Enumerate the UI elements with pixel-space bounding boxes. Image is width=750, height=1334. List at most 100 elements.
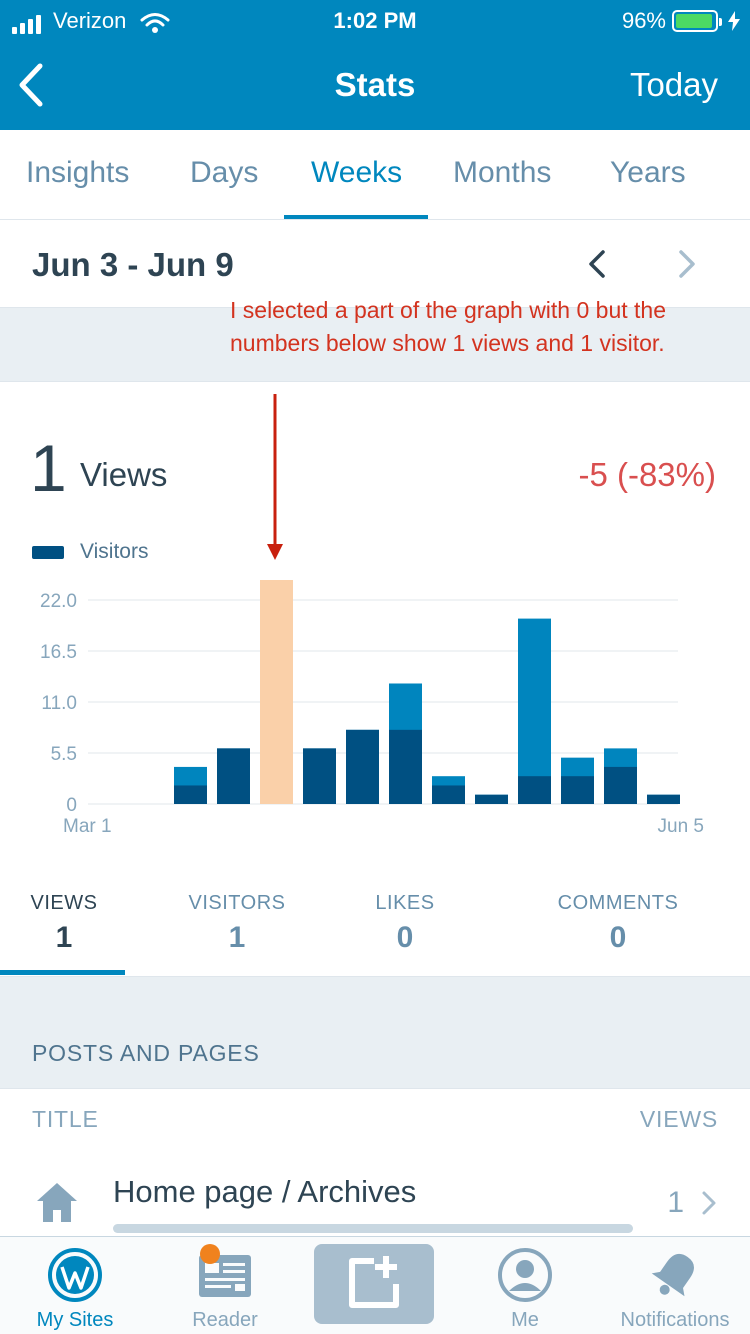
post-row-title[interactable]: Home page / Archives bbox=[113, 1174, 417, 1209]
views-change: -5 (-83%) bbox=[578, 456, 716, 493]
selected-bar[interactable] bbox=[260, 580, 293, 804]
tabbar-my-sites-label: My Sites bbox=[36, 1309, 114, 1331]
legend-label-visitors: Visitors bbox=[80, 540, 149, 563]
signal-icon bbox=[12, 14, 41, 34]
tab-weeks[interactable]: Weeks bbox=[311, 156, 403, 189]
chart-bar[interactable] bbox=[260, 580, 293, 804]
battery-percent: 96% bbox=[621, 8, 666, 33]
chart-bar[interactable] bbox=[389, 683, 422, 804]
chart-bar[interactable] bbox=[475, 794, 508, 804]
stat-comments-label: COMMENTS bbox=[557, 892, 679, 914]
post-row-views: 1 bbox=[667, 1186, 684, 1219]
y-tick-label: 16.5 bbox=[40, 642, 77, 663]
visitors-bar[interactable] bbox=[432, 785, 465, 804]
stat-visitors-value: 1 bbox=[228, 921, 246, 954]
tabbar-notifications[interactable]: Notifications bbox=[600, 1237, 750, 1334]
visitors-bar[interactable] bbox=[217, 748, 250, 804]
chart-bar[interactable] bbox=[346, 729, 379, 804]
visitors-bar[interactable] bbox=[303, 748, 336, 804]
tabbar-reader-label: Reader bbox=[192, 1309, 258, 1331]
stat-views-label: VIEWS bbox=[30, 892, 98, 914]
tab-insights[interactable]: Insights bbox=[26, 156, 130, 189]
nav-bar: Stats Today bbox=[0, 40, 750, 130]
stat-views-value: 1 bbox=[55, 921, 73, 954]
battery-status: 96% bbox=[622, 8, 740, 34]
stats-row: VIEWS 1 VISITORS 1 LIKES 0 COMMENTS 0 bbox=[0, 880, 750, 977]
stat-likes-label: LIKES bbox=[375, 892, 435, 914]
chart-bar[interactable] bbox=[518, 618, 551, 804]
back-button[interactable] bbox=[14, 62, 50, 108]
today-button[interactable]: Today bbox=[629, 66, 718, 103]
chart-bar[interactable] bbox=[647, 794, 680, 804]
tabbar-me[interactable]: Me bbox=[450, 1237, 600, 1334]
stat-visitors[interactable]: VISITORS 1 bbox=[172, 892, 302, 955]
tabbar-notifications-label: Notifications bbox=[620, 1309, 730, 1331]
reader-badge bbox=[200, 1244, 220, 1264]
y-tick-label: 11.0 bbox=[41, 693, 77, 714]
x-tick-label-first: Mar 1 bbox=[63, 816, 112, 837]
header: Verizon 1:02 PM 96% Stats Today bbox=[0, 0, 750, 130]
stat-comments[interactable]: COMMENTS 0 bbox=[543, 892, 693, 955]
visitors-bar[interactable] bbox=[518, 776, 551, 804]
active-stat-indicator bbox=[0, 970, 125, 975]
stat-likes[interactable]: LIKES 0 bbox=[355, 892, 455, 955]
charging-icon bbox=[728, 11, 740, 31]
visitors-bar[interactable] bbox=[389, 729, 422, 804]
wordpress-icon bbox=[48, 1248, 102, 1302]
carrier: Verizon bbox=[12, 8, 170, 34]
tabbar-my-sites[interactable]: My Sites bbox=[0, 1237, 150, 1334]
views-label: Views bbox=[80, 456, 168, 493]
divider-band bbox=[0, 308, 750, 382]
views-count: 1 bbox=[30, 431, 67, 505]
y-tick-label: 22.0 bbox=[40, 591, 77, 612]
profile-icon bbox=[498, 1248, 552, 1302]
previous-period-button[interactable] bbox=[582, 248, 614, 280]
active-tab-indicator bbox=[284, 215, 428, 219]
period-tabs: Insights Days Weeks Months Years bbox=[0, 130, 750, 220]
tab-years[interactable]: Years bbox=[610, 156, 686, 189]
chart-bar[interactable] bbox=[217, 748, 250, 804]
y-tick-label: 0 bbox=[66, 795, 77, 816]
visitors-bar[interactable] bbox=[604, 766, 637, 804]
new-post-button[interactable] bbox=[314, 1244, 434, 1324]
tab-days[interactable]: Days bbox=[190, 156, 259, 189]
carrier-name: Verizon bbox=[53, 8, 127, 33]
visitors-bar[interactable] bbox=[475, 794, 508, 804]
page-title: Stats bbox=[334, 66, 416, 103]
chevron-right-icon[interactable] bbox=[698, 1190, 720, 1216]
column-views-header: VIEWS bbox=[639, 1106, 718, 1132]
next-period-button[interactable] bbox=[670, 248, 702, 280]
annotation-text: I selected a part of the graph with 0 bu… bbox=[230, 297, 667, 356]
y-tick-label: 5.5 bbox=[51, 744, 77, 765]
battery-icon bbox=[672, 10, 722, 32]
stat-likes-value: 0 bbox=[396, 921, 414, 954]
section-band bbox=[0, 977, 750, 1089]
chart-bar[interactable] bbox=[303, 748, 336, 804]
reader-icon bbox=[199, 1255, 251, 1297]
annotation-arrow bbox=[267, 394, 283, 560]
visitors-bar[interactable] bbox=[561, 776, 594, 804]
bell-icon bbox=[651, 1253, 694, 1297]
wifi-icon bbox=[140, 13, 170, 33]
clock: 1:02 PM bbox=[333, 8, 417, 33]
chart-legend: Visitors bbox=[32, 540, 148, 564]
visitors-bar[interactable] bbox=[647, 794, 680, 804]
scroll-indicator[interactable] bbox=[113, 1224, 633, 1233]
status-bar: Verizon 1:02 PM 96% bbox=[0, 0, 750, 40]
stat-comments-value: 0 bbox=[609, 921, 627, 954]
visitors-bar[interactable] bbox=[174, 785, 207, 804]
column-title-header: TITLE bbox=[32, 1106, 99, 1132]
chart-bar[interactable] bbox=[174, 766, 207, 804]
chart-bar[interactable] bbox=[604, 748, 637, 804]
stat-views[interactable]: VIEWS 1 bbox=[14, 892, 114, 955]
date-range: Jun 3 - Jun 9 bbox=[32, 246, 234, 283]
views-bar[interactable] bbox=[518, 618, 551, 804]
tabbar-reader[interactable]: Reader bbox=[150, 1237, 300, 1334]
chart-bar[interactable] bbox=[432, 776, 465, 804]
stat-visitors-label: VISITORS bbox=[188, 892, 286, 914]
tab-months[interactable]: Months bbox=[453, 156, 552, 189]
visitors-bar[interactable] bbox=[346, 729, 379, 804]
legend-swatch-visitors bbox=[32, 545, 64, 559]
chart-bar[interactable] bbox=[561, 757, 594, 804]
